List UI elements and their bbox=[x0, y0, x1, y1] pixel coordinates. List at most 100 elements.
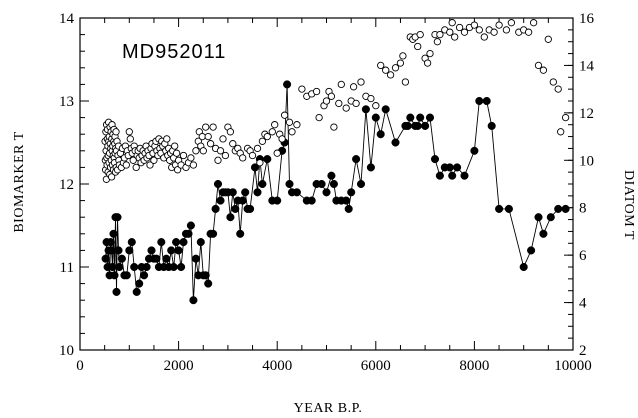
biomarker-point bbox=[246, 204, 255, 213]
biomarker-point bbox=[285, 179, 294, 189]
y-right-tick-label: 6 bbox=[579, 248, 587, 264]
biomarker-point bbox=[317, 179, 326, 189]
y-right-tick-label: 16 bbox=[579, 11, 595, 27]
biomarker-point bbox=[258, 179, 267, 189]
y-left-tick-label: 14 bbox=[59, 11, 75, 27]
diatom-point bbox=[256, 159, 264, 167]
biomarker-point bbox=[263, 155, 272, 164]
biomarker-point bbox=[430, 155, 440, 164]
diatom-point bbox=[372, 102, 380, 110]
y-left-tick-label: 13 bbox=[59, 94, 74, 110]
diatom-point bbox=[172, 149, 181, 157]
diatom-point bbox=[377, 61, 385, 70]
biomarker-point bbox=[347, 188, 356, 197]
diatom-point bbox=[549, 78, 557, 86]
diatom-point bbox=[258, 137, 267, 145]
diatom-point bbox=[539, 66, 548, 74]
biomarker-point bbox=[527, 246, 536, 255]
diatom-point bbox=[451, 33, 459, 41]
biomarker-point bbox=[406, 113, 415, 122]
x-tick-label: 6000 bbox=[361, 358, 391, 374]
biomarker-point bbox=[283, 80, 292, 89]
biomarker-point bbox=[322, 188, 331, 197]
biomarker-point bbox=[174, 246, 183, 255]
diatom-point bbox=[367, 94, 375, 103]
x-axis: 0 2000 4000 6000 8000 10000 bbox=[76, 18, 592, 374]
y-left-tick-label: 11 bbox=[60, 260, 74, 276]
biomarker-point bbox=[228, 188, 237, 197]
x-tick-label: 0 bbox=[76, 358, 84, 374]
diatom-series bbox=[101, 19, 570, 183]
biomarker-point bbox=[122, 271, 131, 280]
biomarker-point bbox=[307, 196, 316, 205]
y-right-tick-label: 14 bbox=[579, 58, 595, 74]
y-axis-left-title: BIOMARKER T bbox=[12, 131, 27, 232]
diatom-point bbox=[382, 66, 390, 74]
biomarker-point bbox=[366, 163, 375, 172]
diatom-point bbox=[416, 30, 424, 39]
diatom-point bbox=[335, 99, 343, 108]
biomarker-point bbox=[448, 171, 457, 180]
diatom-point bbox=[298, 85, 306, 93]
biomarker-point bbox=[361, 105, 370, 114]
diatom-point bbox=[129, 156, 137, 164]
biomarker-point bbox=[186, 221, 195, 230]
diatom-point bbox=[239, 154, 247, 162]
biomarker-point bbox=[236, 229, 245, 238]
diatom-point bbox=[315, 113, 323, 122]
biomarker-point bbox=[495, 204, 504, 213]
biomarker-point bbox=[539, 229, 548, 238]
biomarker-point bbox=[403, 121, 412, 130]
diatom-point bbox=[288, 128, 296, 136]
diatom-point bbox=[495, 21, 503, 29]
biomarker-point bbox=[108, 262, 117, 272]
biomarker-point bbox=[371, 113, 380, 122]
biomarker-point bbox=[115, 262, 124, 272]
biomarker-point bbox=[142, 262, 151, 272]
biomarker-point bbox=[504, 204, 513, 213]
diatom-point bbox=[342, 104, 350, 112]
diatom-point bbox=[414, 42, 422, 51]
diatom-point bbox=[401, 78, 410, 86]
biomarker-point bbox=[147, 246, 156, 255]
biomarker-point bbox=[125, 246, 134, 255]
biomarker-point bbox=[135, 279, 144, 288]
plot-frame-rect bbox=[79, 17, 574, 351]
diatom-point bbox=[327, 92, 336, 100]
biomarker-point bbox=[292, 188, 301, 197]
diatom-point bbox=[192, 147, 200, 155]
y-left-tick-label: 10 bbox=[59, 343, 74, 359]
diatom-point bbox=[561, 113, 570, 122]
biomarker-point bbox=[416, 113, 425, 122]
diatom-point bbox=[198, 132, 206, 141]
x-tick-label: 10000 bbox=[554, 358, 592, 374]
diatom-point bbox=[163, 135, 171, 143]
diatom-point bbox=[386, 71, 395, 79]
biomarker-point bbox=[413, 121, 422, 130]
x-tick-label: 2000 bbox=[164, 358, 194, 374]
diatom-point bbox=[480, 33, 488, 41]
diatom-point bbox=[312, 87, 321, 96]
biomarker-point bbox=[101, 254, 110, 263]
biomarker-point bbox=[130, 262, 139, 272]
diatom-point bbox=[322, 97, 331, 105]
biomarker-point bbox=[273, 196, 282, 205]
biomarker-point bbox=[344, 204, 353, 213]
diatom-point bbox=[285, 118, 294, 126]
biomarker-point bbox=[435, 171, 444, 180]
biomarker-point bbox=[376, 130, 385, 139]
y-right-tick-label: 10 bbox=[579, 153, 594, 169]
diatom-point bbox=[490, 28, 498, 36]
diatom-point bbox=[150, 156, 158, 164]
biomarker-point bbox=[196, 238, 205, 247]
y-right-tick-label: 4 bbox=[579, 296, 587, 312]
biomarker-point bbox=[327, 171, 336, 180]
biomarker-point bbox=[482, 96, 491, 106]
diatom-point bbox=[226, 128, 235, 136]
diatom-point bbox=[202, 123, 210, 131]
biomarker-point bbox=[191, 254, 200, 263]
chart-title: MD952011 bbox=[122, 41, 226, 63]
diatom-point bbox=[330, 123, 338, 131]
diatom-point bbox=[268, 128, 276, 136]
biomarker-series bbox=[101, 80, 570, 305]
